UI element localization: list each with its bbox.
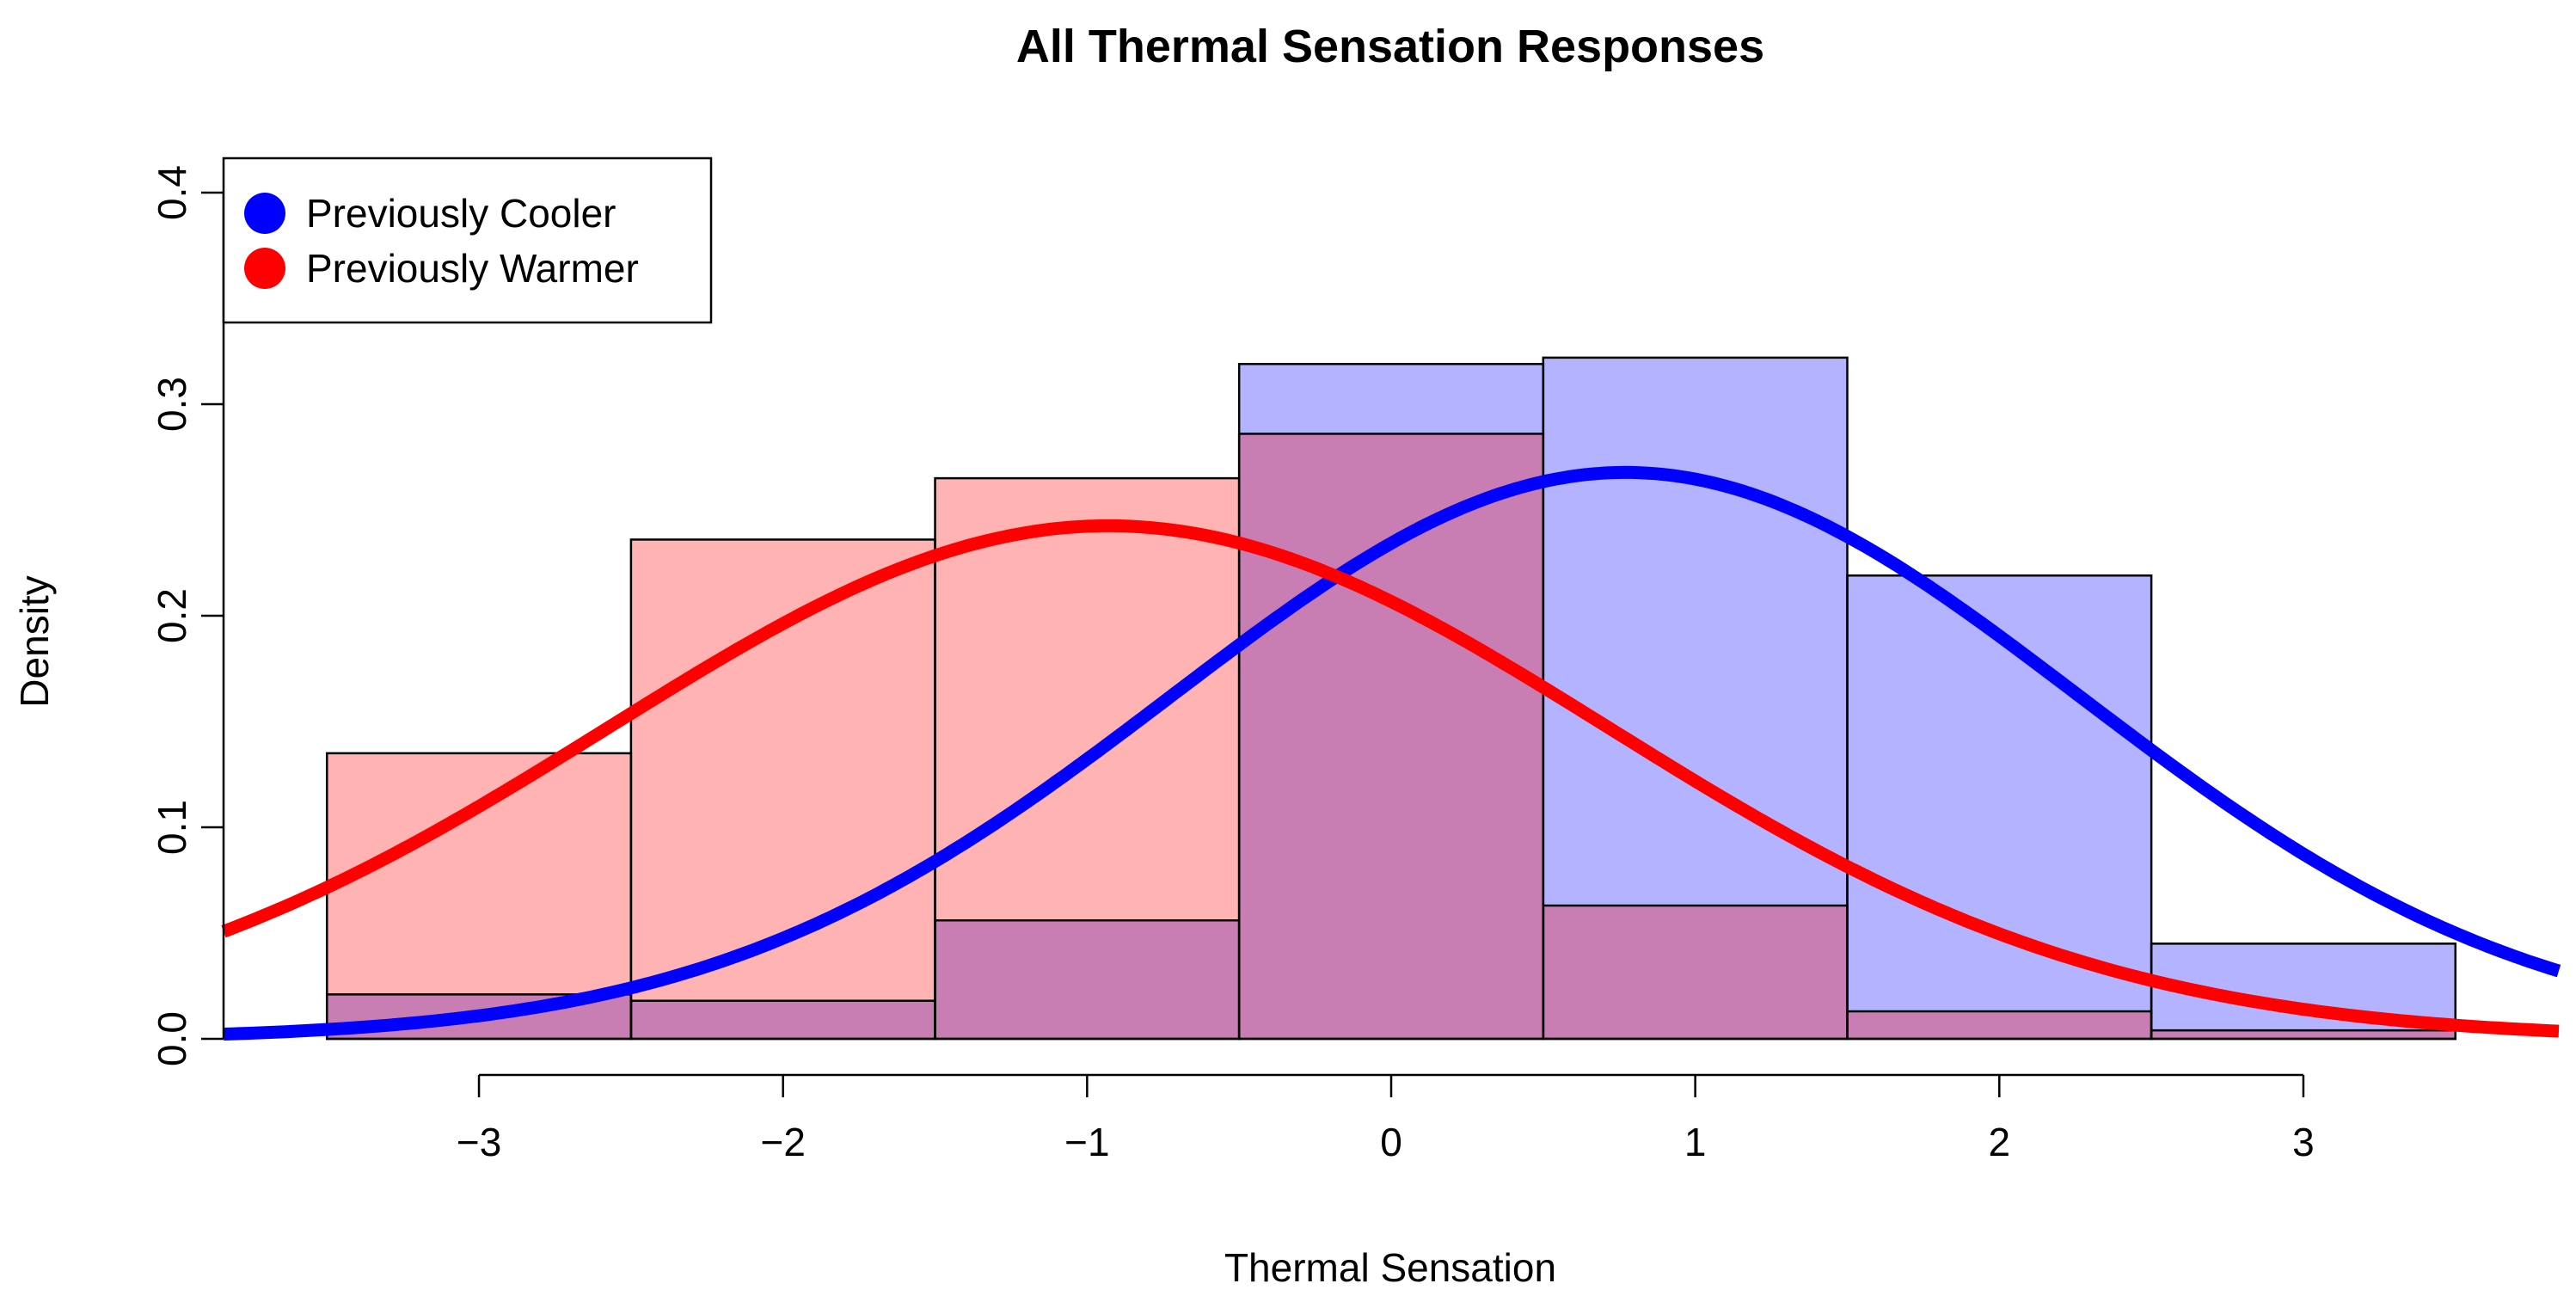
bar-excess-2 [935, 478, 1240, 921]
x-tick-label-6: 3 [2292, 1120, 2315, 1164]
legend-label-previously-cooler: Previously Cooler [306, 191, 616, 236]
bar-overlap-2 [935, 920, 1240, 1039]
bar-overlap-4 [1543, 906, 1848, 1039]
bar-previously-warmer-5 [1846, 1010, 2153, 1041]
y-tick-label-4: 0.4 [150, 165, 194, 220]
bar-previously-warmer-3 [1237, 433, 1545, 1041]
x-tick-label-3: 0 [1380, 1120, 1402, 1164]
bar-excess-0 [327, 752, 631, 995]
bar-overlap-3 [1239, 433, 1543, 1039]
x-tick-label-1: −2 [760, 1120, 805, 1164]
legend-box [222, 157, 713, 324]
legend-marker-previously-warmer [244, 248, 285, 289]
bar-excess-4 [1543, 357, 1848, 906]
y-tick-label-1: 0.1 [150, 800, 194, 855]
y-tick-label-3: 0.3 [150, 377, 194, 432]
bar-excess-3 [1239, 364, 1543, 434]
x-axis-title: Thermal Sensation [1224, 1245, 1556, 1290]
y-axis-title: Density [12, 575, 57, 707]
y-tick-label-0: 0.0 [150, 1011, 194, 1066]
y-tick-label-2: 0.2 [150, 588, 194, 643]
bar-previously-warmer-6 [2150, 1029, 2457, 1041]
x-tick-label-5: 2 [1988, 1120, 2010, 1164]
x-tick-label-4: 1 [1684, 1120, 1707, 1164]
density-curves [221, 465, 2561, 1041]
bar-overlap-5 [1847, 1011, 2152, 1039]
axes: 0.0 0.1 0.2 0.3 0.4 −3 −2 −1 0 1 2 3 [150, 165, 2315, 1164]
legend-label-previously-warmer: Previously Warmer [306, 246, 639, 291]
bar-previously-warmer-4 [1542, 904, 1849, 1041]
density-curve-previously-warmer [221, 519, 2560, 1038]
x-tick-label-2: −1 [1064, 1120, 1109, 1164]
bar-overlap-1 [630, 1000, 935, 1039]
x-tick-label-0: −3 [457, 1120, 501, 1164]
bar-overlap-6 [2151, 1030, 2456, 1039]
chart-title: All Thermal Sensation Responses [1016, 21, 1764, 72]
legend-marker-previously-cooler [244, 193, 285, 234]
density-curve-previously-cooler [223, 465, 2561, 1041]
legend: Previously Cooler Previously Warmer [222, 157, 713, 324]
